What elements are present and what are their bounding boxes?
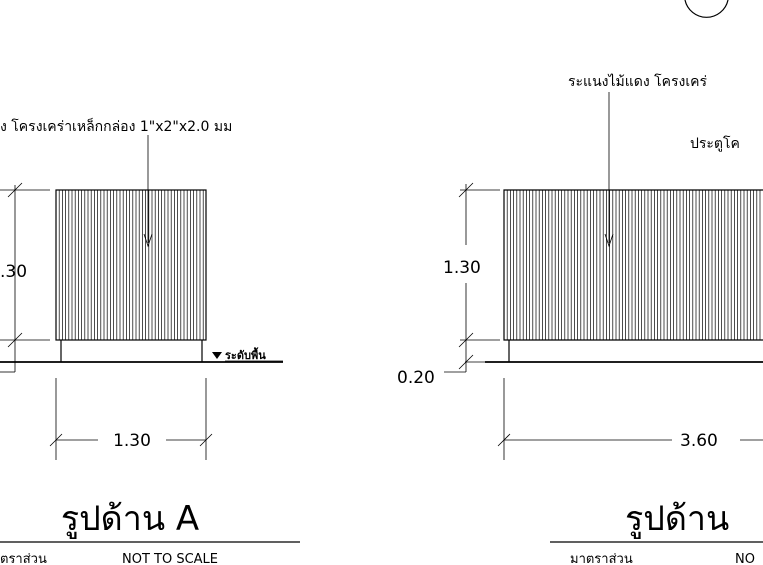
left-panel-frame <box>55 189 207 341</box>
left-height-dim: .30 <box>0 262 27 282</box>
right-door-note: ประตูโค <box>690 135 740 152</box>
right-material-note: ระแนงไม้แดง โครงเคร่ <box>568 73 708 90</box>
right-scale-label: มาตราส่วน <box>570 552 633 565</box>
right-slats <box>506 190 761 340</box>
right-scale-value: NO <box>735 552 755 565</box>
left-width-dim: 1.30 <box>113 431 151 451</box>
ground-level-marker <box>212 352 222 359</box>
right-base-dim: 0.20 <box>397 368 435 388</box>
right-panel-frame <box>503 189 763 341</box>
ground-level-label: ระดับพื้น <box>225 347 266 362</box>
left-material-note: ง โครงเคร่าเหล็กกล่อง 1"x2"x2.0 มม <box>0 117 232 135</box>
section-marker <box>684 0 729 18</box>
right-height-dim: 1.30 <box>443 258 481 278</box>
left-elevation-title: รูปด้าน A <box>61 499 199 539</box>
left-scale-value: NOT TO SCALE <box>122 552 218 565</box>
left-slats <box>58 190 204 340</box>
right-width-dim: 3.60 <box>680 431 718 451</box>
left-scale-label: ตราส่วน <box>0 552 47 565</box>
right-elevation-title: รูปด้าน <box>625 499 729 539</box>
